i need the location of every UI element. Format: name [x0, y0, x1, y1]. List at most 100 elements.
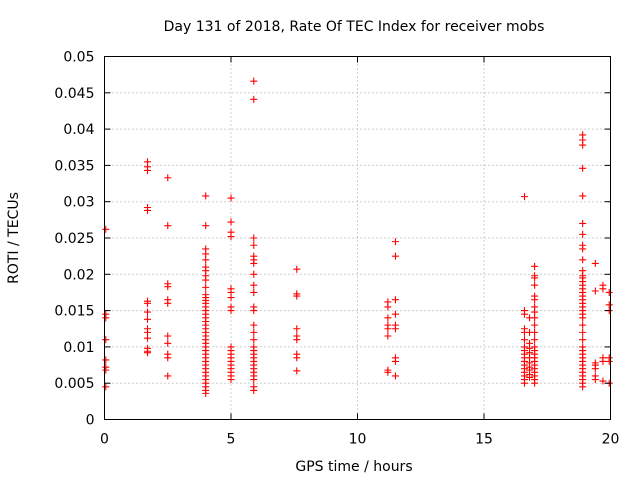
data-point-marker: [102, 383, 110, 391]
data-point-marker: [102, 366, 110, 374]
axis-ticks: [104, 56, 611, 420]
x-tick-labels: 0 5 10 15 20: [100, 432, 619, 448]
data-point-marker: [520, 379, 528, 387]
data-point-marker: [579, 383, 587, 391]
data-point-marker: [227, 376, 235, 384]
data-point-marker: [250, 281, 258, 289]
data-point-marker: [591, 365, 599, 373]
data-point-marker: [227, 294, 235, 302]
y-tick-label: 0.035: [54, 158, 94, 174]
y-tick-label: 0.04: [63, 122, 94, 138]
y-tick-label: 0.01: [63, 340, 94, 356]
x-tick-label: 10: [349, 432, 367, 448]
data-point-marker: [591, 287, 599, 295]
data-point-marker: [579, 314, 587, 322]
data-point-marker: [227, 307, 235, 315]
y-tick-label: 0.05: [63, 50, 94, 66]
grid-lines: [104, 56, 611, 420]
data-point-marker: [579, 230, 587, 238]
x-tick-label: 20: [602, 432, 620, 448]
x-tick-label: 0: [100, 432, 109, 448]
data-point-marker: [531, 328, 539, 336]
data-point-marker: [384, 332, 392, 340]
data-point-marker: [293, 265, 301, 273]
data-point-marker: [250, 288, 258, 296]
data-point-marker: [293, 325, 301, 333]
data-point-marker: [102, 225, 110, 233]
data-point-marker: [531, 314, 539, 322]
data-point-marker: [391, 296, 399, 304]
data-point-marker: [102, 336, 110, 344]
data-point-marker: [102, 314, 110, 322]
data-point-marker: [579, 256, 587, 264]
data-point-marker: [579, 219, 587, 227]
data-point-marker: [144, 349, 152, 357]
data-point-marker: [520, 310, 528, 318]
data-point-marker: [293, 354, 301, 362]
data-point-marker: [144, 308, 152, 316]
data-point-marker: [531, 274, 539, 282]
data-point-marker: [579, 141, 587, 149]
data-point-marker: [202, 256, 210, 264]
data-point-marker: [250, 259, 258, 267]
data-point-marker: [250, 386, 258, 394]
x-axis-label: GPS time / hours: [295, 459, 412, 475]
data-point-marker: [144, 315, 152, 323]
data-point-marker: [391, 252, 399, 260]
data-point-marker: [164, 372, 172, 380]
data-point-marker: [526, 373, 534, 381]
data-point-marker: [144, 206, 152, 214]
data-point-marker: [164, 283, 172, 291]
data-point-marker: [591, 376, 599, 384]
data-point-marker: [293, 367, 301, 375]
data-point-marker: [531, 281, 539, 289]
data-point-marker: [164, 222, 172, 230]
data-point-marker: [202, 389, 210, 397]
data-point-marker: [293, 292, 301, 300]
y-tick-label: 0.02: [63, 267, 94, 283]
data-point-marker: [164, 354, 172, 362]
data-point-marker: [391, 238, 399, 246]
x-tick-label: 15: [475, 432, 493, 448]
data-point-marker: [164, 174, 172, 182]
data-point-marker: [391, 357, 399, 365]
data-point-marker: [250, 234, 258, 242]
data-point-marker: [250, 77, 258, 85]
data-point-marker: [250, 376, 258, 384]
data-point-marker: [599, 377, 607, 385]
y-tick-label: 0.045: [54, 86, 94, 102]
data-point-marker: [164, 299, 172, 307]
data-point-marker: [391, 372, 399, 380]
data-point-marker: [102, 356, 110, 364]
data-point-marker: [250, 328, 258, 336]
data-point-marker: [227, 233, 235, 241]
data-point-marker: [531, 296, 539, 304]
data-point-marker: [531, 262, 539, 270]
data-point-marker: [227, 194, 235, 202]
y-tick-label: 0.025: [54, 231, 94, 247]
data-point-marker: [250, 307, 258, 315]
data-point-marker: [202, 222, 210, 230]
data-point-marker: [605, 288, 613, 296]
data-point-marker: [250, 241, 258, 249]
chart-title: Day 131 of 2018, Rate Of TEC Index for r…: [164, 19, 545, 35]
data-point-marker: [605, 357, 613, 365]
y-tick-label: 0.03: [63, 195, 94, 211]
data-point-marker: [599, 285, 607, 293]
data-point-marker: [391, 310, 399, 318]
data-point-marker: [144, 334, 152, 342]
data-point-marker: [384, 303, 392, 311]
data-point-marker: [531, 379, 539, 387]
data-point-marker: [579, 192, 587, 200]
data-point-marker: [520, 193, 528, 201]
data-point-marker: [579, 336, 587, 344]
data-point-marker: [164, 332, 172, 340]
data-point-marker: [144, 166, 152, 174]
data-point-marker: [384, 325, 392, 333]
y-tick-labels: 0 0.005 0.01 0.015 0.02 0.025 0.03 0.035 0.04 0.0…: [54, 50, 94, 429]
data-point-marker: [164, 339, 172, 347]
x-tick-label: 5: [227, 432, 236, 448]
data-point-marker: [531, 336, 539, 344]
data-point-marker: [384, 368, 392, 376]
